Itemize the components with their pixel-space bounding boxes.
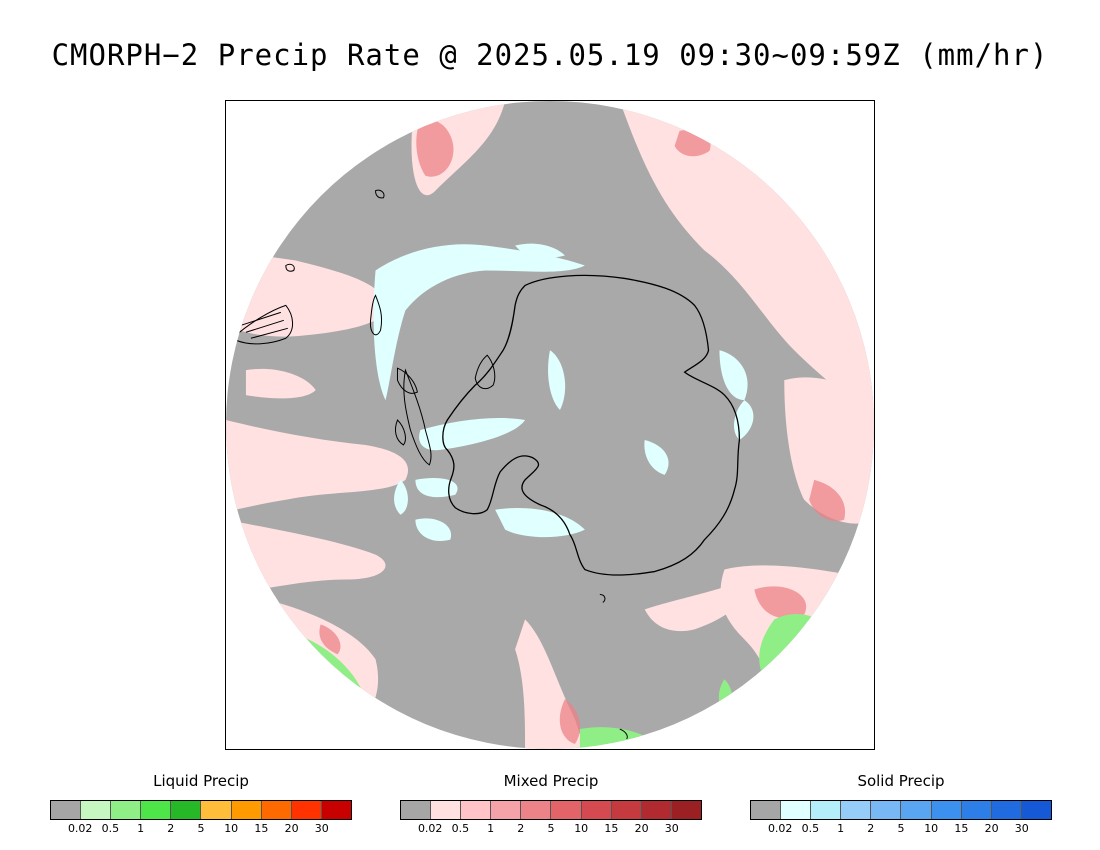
- legend-tick-label: 2: [867, 822, 875, 835]
- legend-swatch: [961, 801, 992, 819]
- legend-swatch: [51, 801, 82, 819]
- legend-tick-label: 10: [224, 822, 239, 835]
- legend-swatch: [111, 801, 142, 819]
- legend-title-mixed: Mixed Precip: [503, 772, 599, 790]
- legend-tick-label: 5: [547, 822, 555, 835]
- legend-liquid: Liquid Precip 0.02 0.5 1 2 5 10 15 20 30: [50, 772, 352, 836]
- globe: [226, 101, 874, 749]
- legend-swatch: [81, 801, 112, 819]
- legend-swatch: [841, 801, 872, 819]
- legend-tick-label: 1: [487, 822, 495, 835]
- legend-tick-label: 5: [897, 822, 905, 835]
- legend-swatch: [1021, 801, 1051, 819]
- legend-swatch: [581, 801, 612, 819]
- legend-title-liquid: Liquid Precip: [153, 772, 249, 790]
- chart-title: CMORPH−2 Precip Rate @ 2025.05.19 09:30~…: [51, 38, 1049, 72]
- legend-swatch: [751, 801, 782, 819]
- legend-swatch: [641, 801, 672, 819]
- legend-tick-label: 5: [197, 822, 205, 835]
- legend-ticks-solid: 0.02 0.5 1 2 5 10 15 20 30: [750, 820, 1052, 836]
- legend-tick-label: 0.02: [767, 822, 793, 835]
- legend-solid: Solid Precip 0.02 0.5 1 2 5 10 15 20 30: [750, 772, 1052, 836]
- legend-tick-label: 2: [167, 822, 175, 835]
- legend-tick-label: 20: [634, 822, 649, 835]
- legend-ticks-mixed: 0.02 0.5 1 2 5 10 15 20 30: [400, 820, 702, 836]
- legend-swatch: [291, 801, 322, 819]
- legend-tick-label: 20: [984, 822, 999, 835]
- legend-swatch: [261, 801, 292, 819]
- legend-swatch: [171, 801, 202, 819]
- legend-swatch: [901, 801, 932, 819]
- legend-tick-label: 15: [954, 822, 969, 835]
- legend-tick-label: 15: [604, 822, 619, 835]
- legend-swatch: [401, 801, 432, 819]
- legend-swatch: [811, 801, 842, 819]
- legend-tick-label: 15: [254, 822, 269, 835]
- mixed-precip-heavy: [319, 119, 846, 745]
- legend-tick-label: 0.02: [67, 822, 93, 835]
- legend-tick-label: 10: [574, 822, 589, 835]
- legend-swatch: [671, 801, 701, 819]
- legend-swatch: [871, 801, 902, 819]
- legend-tick-label: 1: [137, 822, 145, 835]
- legend-swatch: [141, 801, 172, 819]
- legend-tick-label: 0.5: [801, 822, 820, 835]
- legend-colorbar-mixed: [400, 800, 702, 820]
- legend-tick-label: 20: [284, 822, 299, 835]
- legend-swatch: [931, 801, 962, 819]
- legend-tick-label: 30: [1014, 822, 1029, 835]
- precip-map: [226, 101, 874, 749]
- other-coastlines: [235, 189, 628, 740]
- legend-swatch: [551, 801, 582, 819]
- legend-tick-label: 0.5: [451, 822, 470, 835]
- legend-colorbar-solid: [750, 800, 1052, 820]
- legend-title-solid: Solid Precip: [857, 772, 945, 790]
- legend-tick-label: 0.5: [101, 822, 120, 835]
- legend-colorbar-liquid: [50, 800, 352, 820]
- legend-swatch: [201, 801, 232, 819]
- legend-tick-label: 10: [924, 822, 939, 835]
- legend-ticks-liquid: 0.02 0.5 1 2 5 10 15 20 30: [50, 820, 352, 836]
- legend-swatch: [781, 801, 812, 819]
- legend-tick-label: 30: [664, 822, 679, 835]
- legend-tick-label: 1: [837, 822, 845, 835]
- legend-swatch: [991, 801, 1022, 819]
- legend-tick-label: 0.02: [417, 822, 443, 835]
- legend-tick-label: 30: [314, 822, 329, 835]
- legend-swatch: [231, 801, 262, 819]
- legend-tick-label: 2: [517, 822, 525, 835]
- map-frame: [225, 100, 875, 750]
- legend-swatch: [431, 801, 462, 819]
- legend-swatch: [461, 801, 492, 819]
- legend-swatch: [521, 801, 552, 819]
- legend-mixed: Mixed Precip 0.02 0.5 1 2 5 10 15 20 30: [400, 772, 702, 836]
- antarctica-coastline: [369, 274, 741, 576]
- legend-swatch: [321, 801, 351, 819]
- legend-swatch: [491, 801, 522, 819]
- legend-swatch: [611, 801, 642, 819]
